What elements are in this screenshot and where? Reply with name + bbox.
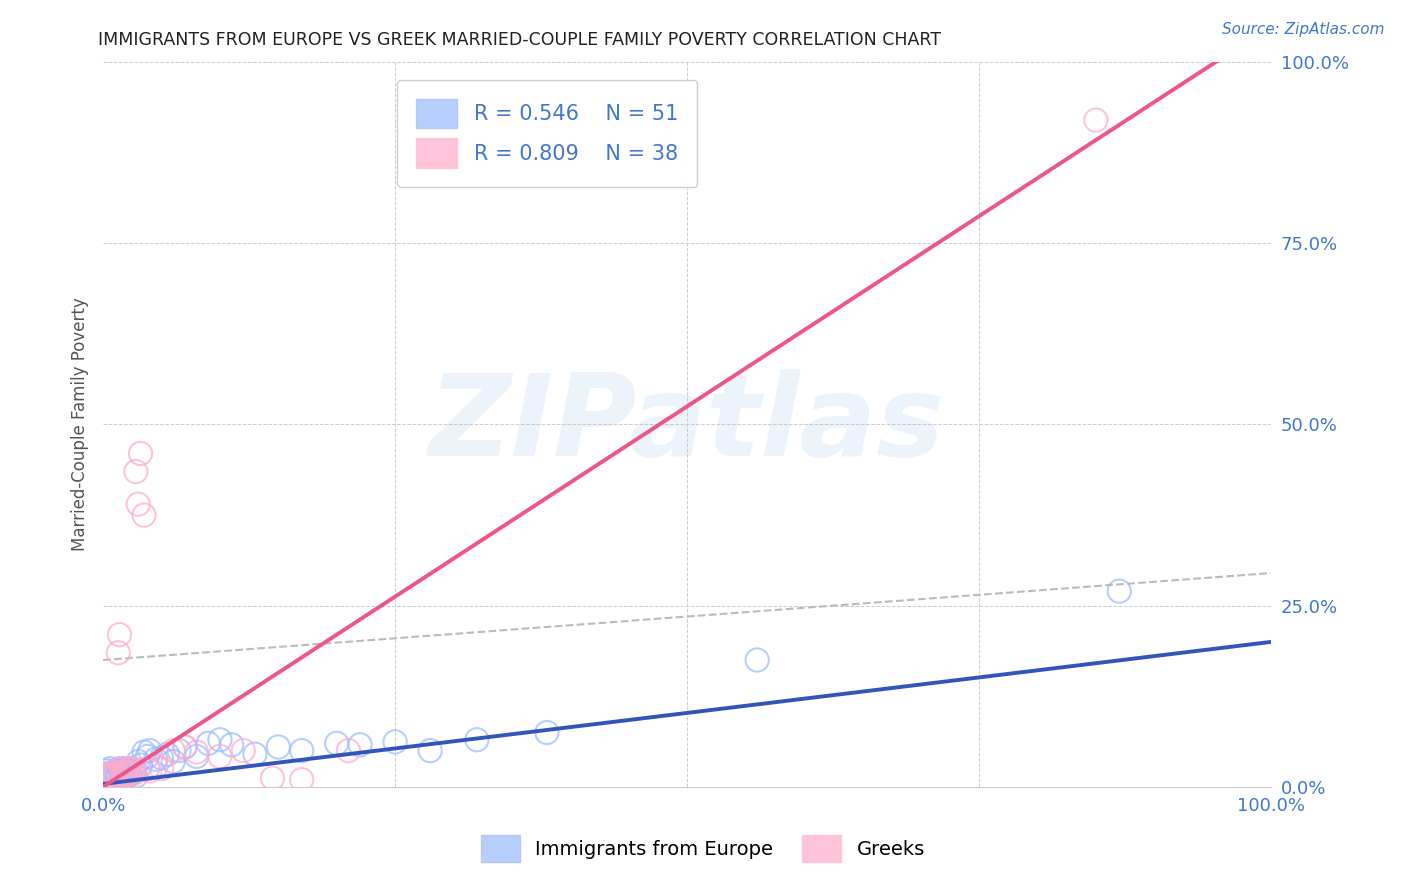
- Legend: R = 0.546    N = 51, R = 0.809    N = 38: R = 0.546 N = 51, R = 0.809 N = 38: [396, 79, 697, 186]
- Point: [125, 465, 148, 479]
- Point: [118, 764, 141, 778]
- Point: [129, 758, 152, 772]
- Point: [208, 749, 231, 764]
- Point: [108, 762, 131, 776]
- Point: [349, 738, 371, 752]
- Point: [96, 764, 118, 778]
- Point: [104, 764, 127, 778]
- Point: [112, 766, 135, 780]
- Point: [121, 762, 143, 776]
- Point: [186, 745, 208, 759]
- Point: [291, 743, 314, 757]
- Y-axis label: Married-Couple Family Poverty: Married-Couple Family Poverty: [72, 298, 89, 551]
- Point: [127, 497, 149, 511]
- Point: [127, 755, 149, 769]
- Point: [97, 766, 120, 780]
- Point: [173, 739, 195, 754]
- Point: [419, 743, 441, 757]
- Point: [100, 771, 122, 785]
- Point: [136, 762, 159, 776]
- Point: [150, 751, 173, 765]
- Point: [197, 736, 219, 750]
- Point: [536, 725, 558, 739]
- Point: [96, 766, 118, 780]
- Point: [132, 508, 155, 522]
- Point: [139, 764, 162, 778]
- Point: [114, 762, 136, 776]
- Point: [465, 732, 488, 747]
- Point: [110, 771, 132, 785]
- Point: [267, 739, 290, 754]
- Point: [156, 747, 179, 762]
- Point: [162, 743, 184, 757]
- Text: Source: ZipAtlas.com: Source: ZipAtlas.com: [1222, 22, 1385, 37]
- Point: [103, 769, 125, 783]
- Point: [118, 765, 141, 780]
- Point: [117, 769, 139, 783]
- Point: [173, 739, 195, 754]
- Point: [98, 772, 121, 787]
- Point: [104, 766, 127, 780]
- Point: [221, 738, 243, 752]
- Point: [1084, 113, 1107, 128]
- Point: [186, 749, 208, 764]
- Point: [115, 766, 138, 780]
- Point: [243, 747, 266, 762]
- Point: [107, 646, 129, 660]
- Point: [129, 446, 152, 460]
- Text: IMMIGRANTS FROM EUROPE VS GREEK MARRIED-COUPLE FAMILY POVERTY CORRELATION CHART: IMMIGRANTS FROM EUROPE VS GREEK MARRIED-…: [98, 31, 942, 49]
- Point: [111, 764, 134, 778]
- Point: [747, 653, 769, 667]
- Point: [118, 762, 141, 776]
- Point: [325, 736, 347, 750]
- Point: [232, 743, 254, 757]
- Text: ZIPatlas: ZIPatlas: [429, 369, 945, 480]
- Point: [98, 772, 121, 787]
- Point: [111, 762, 134, 776]
- Point: [103, 765, 125, 780]
- Point: [122, 766, 145, 780]
- Point: [97, 769, 120, 783]
- Point: [118, 766, 141, 780]
- Point: [139, 743, 162, 757]
- Point: [111, 769, 134, 783]
- Point: [111, 766, 134, 780]
- Point: [94, 771, 117, 785]
- Point: [291, 772, 314, 787]
- Legend: Immigrants from Europe, Greeks: Immigrants from Europe, Greeks: [465, 819, 941, 878]
- Point: [112, 769, 135, 783]
- Point: [121, 762, 143, 776]
- Point: [100, 769, 122, 783]
- Point: [167, 743, 190, 757]
- Point: [107, 766, 129, 780]
- Point: [262, 771, 284, 785]
- Point: [108, 627, 131, 641]
- Point: [114, 765, 136, 780]
- Point: [98, 762, 121, 776]
- Point: [136, 749, 159, 764]
- Point: [125, 769, 148, 783]
- Point: [94, 769, 117, 783]
- Point: [162, 755, 184, 769]
- Point: [145, 759, 167, 773]
- Point: [337, 743, 360, 757]
- Point: [145, 752, 167, 766]
- Point: [122, 765, 145, 780]
- Point: [110, 765, 132, 780]
- Point: [101, 771, 124, 785]
- Point: [104, 769, 127, 783]
- Point: [115, 765, 138, 780]
- Point: [105, 771, 128, 785]
- Point: [208, 732, 231, 747]
- Point: [101, 765, 124, 780]
- Point: [1108, 584, 1130, 599]
- Point: [384, 735, 406, 749]
- Point: [150, 762, 173, 776]
- Point: [132, 745, 155, 759]
- Point: [105, 766, 128, 780]
